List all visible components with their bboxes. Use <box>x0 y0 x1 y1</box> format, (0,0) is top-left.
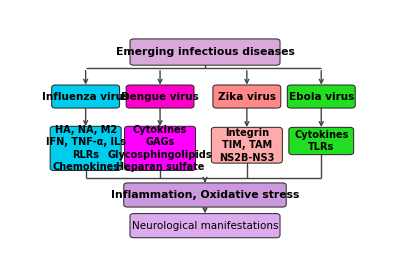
FancyBboxPatch shape <box>287 85 355 108</box>
Text: Zika virus: Zika virus <box>218 92 276 101</box>
Text: Integrin
TIM, TAM
NS2B-NS3: Integrin TIM, TAM NS2B-NS3 <box>219 128 274 163</box>
Text: Cytokines
TLRs: Cytokines TLRs <box>294 130 348 152</box>
FancyBboxPatch shape <box>211 127 282 163</box>
FancyBboxPatch shape <box>52 85 120 108</box>
FancyBboxPatch shape <box>289 127 354 155</box>
Text: Ebola virus: Ebola virus <box>289 92 354 101</box>
FancyBboxPatch shape <box>124 126 196 170</box>
FancyBboxPatch shape <box>130 39 280 65</box>
Text: Neurological manifestations: Neurological manifestations <box>132 221 278 231</box>
FancyBboxPatch shape <box>130 214 280 238</box>
Text: Inflammation, Oxidative stress: Inflammation, Oxidative stress <box>111 190 299 200</box>
Text: Dengue virus: Dengue virus <box>121 92 199 101</box>
FancyBboxPatch shape <box>50 126 121 170</box>
FancyBboxPatch shape <box>213 85 281 108</box>
Text: Emerging infectious diseases: Emerging infectious diseases <box>116 47 294 57</box>
FancyBboxPatch shape <box>126 85 194 108</box>
Text: HA, NA, M2
IFN, TNF-α, ILs
RLRs
Chemokines: HA, NA, M2 IFN, TNF-α, ILs RLRs Chemokin… <box>46 125 126 172</box>
Text: Cytokines
GAGs
Glycosphingolipids
Heparan sulfate: Cytokines GAGs Glycosphingolipids Hepara… <box>108 125 212 172</box>
FancyBboxPatch shape <box>124 183 286 207</box>
Text: Influenza virus: Influenza virus <box>42 92 129 101</box>
